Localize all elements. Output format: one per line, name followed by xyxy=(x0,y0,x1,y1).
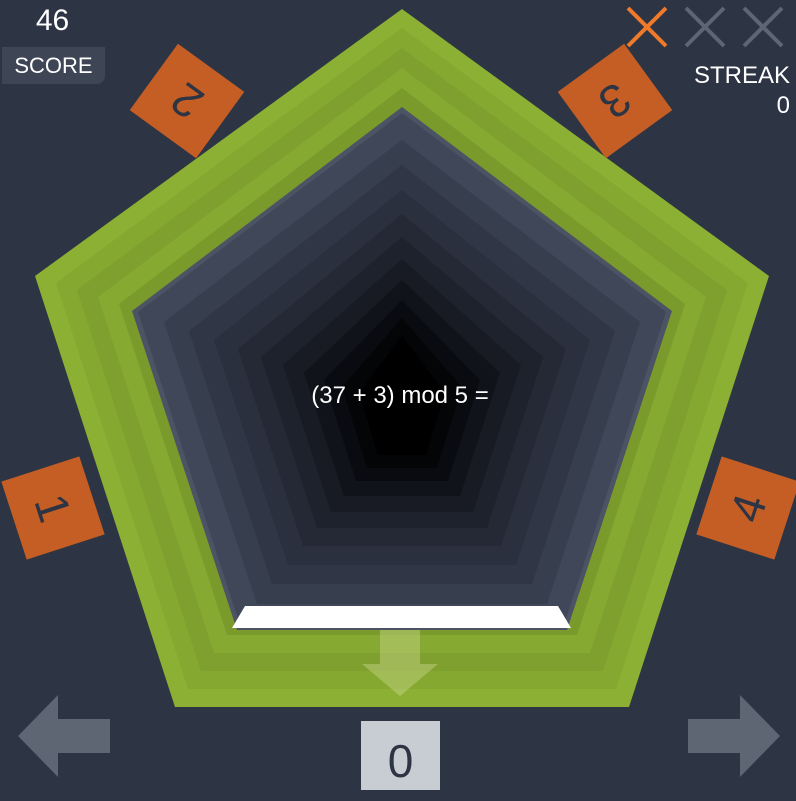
question-text: (37 + 3) mod 5 = xyxy=(311,382,489,409)
drop-arrow-icon xyxy=(362,630,438,696)
answer-tile-4[interactable]: 4 xyxy=(696,456,796,560)
answer-tile-3[interactable]: 3 xyxy=(557,43,673,159)
answer-tile-1[interactable]: 1 xyxy=(1,456,105,560)
arrow-left-icon[interactable] xyxy=(18,695,110,777)
active-lane-highlight xyxy=(232,606,571,628)
selected-answer: 0 xyxy=(361,721,440,790)
streak-value: 0 xyxy=(776,92,790,119)
strike-1-icon xyxy=(626,6,668,48)
answer-tile-2[interactable]: 2 xyxy=(129,43,245,159)
tunnel-depth xyxy=(138,113,666,625)
streak-label: STREAK xyxy=(693,62,790,89)
score-label: SCORE xyxy=(2,47,105,84)
strike-counter xyxy=(624,4,786,50)
arrow-right-icon[interactable] xyxy=(688,695,780,777)
strike-2-icon xyxy=(684,6,726,48)
score-value: 46 xyxy=(35,4,70,37)
strike-3-icon xyxy=(742,6,784,48)
